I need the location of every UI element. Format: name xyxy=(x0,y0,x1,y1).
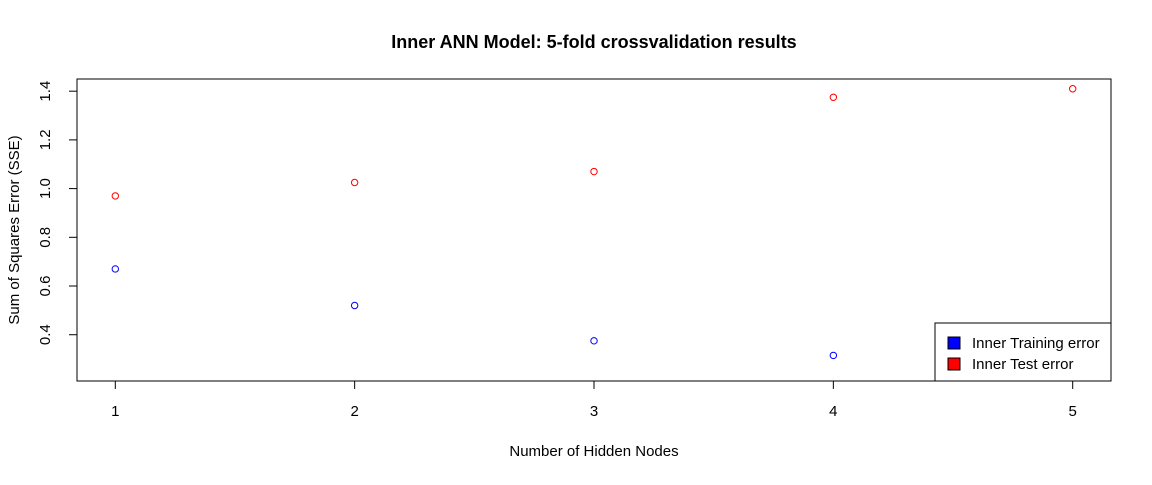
test-error-point xyxy=(590,167,598,176)
training-error-point xyxy=(590,337,598,345)
training-error-point xyxy=(111,265,119,273)
legend-swatch xyxy=(947,357,961,371)
data-points xyxy=(111,85,1077,360)
test-error-point xyxy=(111,192,119,200)
x-tick-label: 2 xyxy=(350,403,358,420)
legend-swatch xyxy=(947,336,961,350)
y-axis: 0.4 0.6 0.8 1.0 1.2 1.4 xyxy=(37,81,78,345)
chart-title: Inner ANN Model: 5-fold crossvalidation … xyxy=(391,32,796,52)
y-tick-label: 1.2 xyxy=(37,129,54,150)
y-tick-label: 0.4 xyxy=(37,324,54,345)
x-tick-label: 5 xyxy=(1069,403,1077,420)
legend-label: Inner Test error xyxy=(972,356,1073,373)
x-tick-label: 1 xyxy=(111,403,119,420)
training-error-point xyxy=(350,301,359,310)
test-error-point xyxy=(1069,85,1077,93)
test-error-point xyxy=(350,178,359,187)
y-tick-label: 1.0 xyxy=(37,178,54,199)
legend-box xyxy=(934,322,1112,382)
y-axis-label: Sum of Squares Error (SSE) xyxy=(6,135,23,324)
x-axis-label: Number of Hidden Nodes xyxy=(509,443,678,460)
legend-label: Inner Training error xyxy=(972,335,1100,352)
x-tick-label: 3 xyxy=(590,403,598,420)
y-tick-label: 0.8 xyxy=(37,227,54,248)
y-tick-label: 1.4 xyxy=(37,81,54,102)
legend: Inner Training error Inner Test error xyxy=(934,322,1112,382)
test-error-point xyxy=(829,93,838,101)
y-tick-label: 0.6 xyxy=(37,276,54,297)
training-error-point xyxy=(829,351,838,360)
x-tick-label: 4 xyxy=(829,403,837,420)
x-axis: 1 2 3 4 5 xyxy=(111,380,1077,420)
